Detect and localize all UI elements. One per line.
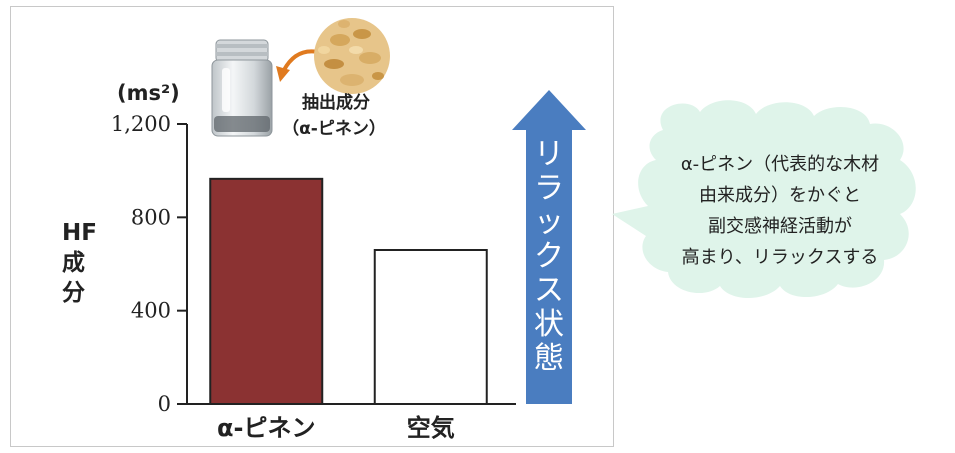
y-tick-label: 1,200 [111,112,171,136]
x-tick-label: 空気 [407,414,455,442]
y-axis-label-line2: 成 [62,250,85,276]
relax-arrow-char: ラ [534,171,564,206]
y-tick-label: 800 [131,205,171,229]
y-axis-unit: (ms²) [117,81,180,105]
relax-arrow-char: ッ [534,205,564,240]
y-axis-label-line3: 分 [62,280,85,306]
curved-arrow-icon [276,49,319,82]
wood-chips-icon [314,18,390,94]
relax-arrow-char: 状 [534,307,564,342]
relax-arrow-char: ス [534,273,564,308]
bars [209,177,488,405]
bar-alpha-pinene [209,177,324,405]
annotation-line2: （α‐ピネン） [282,118,386,139]
bubble-line3: 副交感神経活動が [708,216,852,237]
y-axis-label-line1: HF [62,220,97,246]
bubble-line1: α-ピネン（代表的な木材 [681,154,879,175]
sample-bottle-icon [211,39,273,137]
relax-arrow-char: ク [534,239,564,274]
relax-arrow-char: 態 [534,341,564,376]
bubble-line2: 由来成分）をかぐと [699,185,861,206]
x-tick-label: α-ピネン [217,414,315,442]
x-tick-labels: α-ピネン 空気 [217,414,455,442]
relax-arrow-char: リ [534,137,564,172]
bubble-line4: 高まり、リラックスする [682,247,879,268]
y-ticks: 0 400 800 1,200 [111,112,187,416]
y-tick-label: 400 [131,299,171,323]
annotation-line1: 抽出成分 [302,92,370,113]
y-tick-label: 0 [158,392,171,416]
bar-air [373,249,488,405]
speech-bubble: α-ピネン（代表的な木材 由来成分）をかぐと 副交感神経活動が 高まり、リラック… [612,100,916,298]
